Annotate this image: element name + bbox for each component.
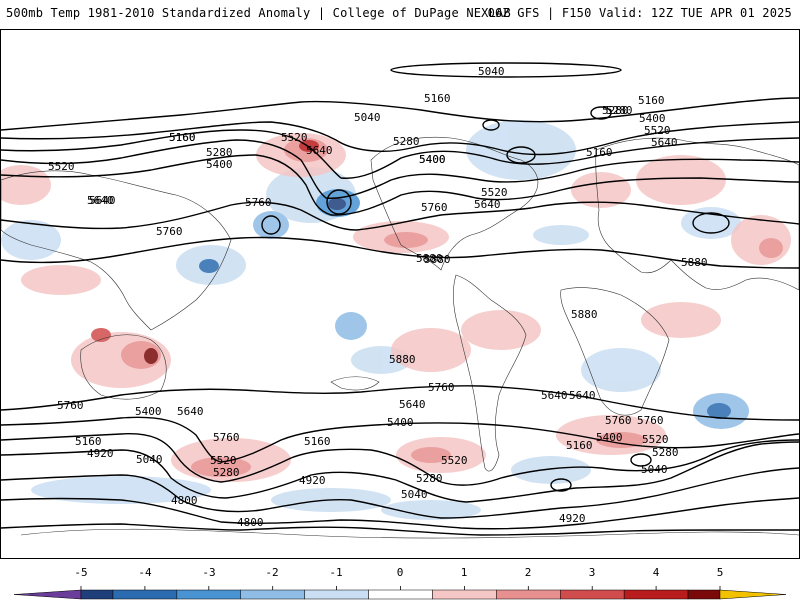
contour-label: 5040 <box>136 453 163 466</box>
contour-label: 4800 <box>237 516 264 529</box>
contour-label: 4920 <box>559 512 586 525</box>
colorbar-tick: -1 <box>329 566 343 579</box>
contour-label: 4800 <box>171 494 198 507</box>
contour-label: 5400 <box>419 153 446 166</box>
colorbar-tick: 3 <box>588 566 596 579</box>
contour-label: 4920 <box>299 474 326 487</box>
map-title: 500mb Temp 1981-2010 Standardized Anomal… <box>6 6 511 20</box>
contour-label: 5280 <box>602 104 629 117</box>
colorbar-tick: -3 <box>202 566 216 579</box>
contour-label: 5280 <box>606 104 633 117</box>
colorbar-swatch <box>80 589 114 600</box>
contour-label: 5280 <box>213 466 240 479</box>
colorbar-swatch <box>560 589 625 600</box>
contour-label: 5280 <box>652 446 679 459</box>
colorbar-swatch <box>368 589 433 600</box>
contour-label: 5400 <box>596 431 623 444</box>
contour-label: 5880 <box>681 256 708 269</box>
contour-label: 5160 <box>566 439 593 452</box>
contour-label: 5880 <box>571 308 598 321</box>
contour-label: 5040 <box>478 65 505 78</box>
contour-label: 5760 <box>57 399 84 412</box>
contour-label: 5640 <box>87 194 114 207</box>
contour-label: 5520 <box>210 454 237 467</box>
colorbar-tick: -4 <box>138 566 152 579</box>
contour-label: 5880 <box>424 253 451 266</box>
colorbar-swatch <box>304 589 369 600</box>
anomaly-colorbar: -5 -4 -3 -2 -1 0 1 2 3 4 5 <box>0 566 800 600</box>
colorbar-swatch <box>432 589 497 600</box>
contour-label: 5400 <box>639 112 666 125</box>
contour-label: 5640 <box>541 389 568 402</box>
contour-label: 5760 <box>156 225 183 238</box>
contour-label: 5160 <box>304 435 331 448</box>
contour-label: 5520 <box>281 131 308 144</box>
contour-label: 5040 <box>401 488 428 501</box>
contour-label: 5400 <box>419 153 446 166</box>
colorbar-swatches <box>13 586 787 600</box>
contour-label: 5160 <box>638 94 665 107</box>
contour-label: 5640 <box>89 194 116 207</box>
contour-label: 4920 <box>87 447 114 460</box>
contour-label: 5760 <box>245 196 272 209</box>
contour-label: 5520 <box>644 124 671 137</box>
contour-label: 5880 <box>389 353 416 366</box>
colorbar-swatch <box>687 589 721 600</box>
warm-anomaly-shading <box>1 133 791 482</box>
colorbar-max-extend <box>719 589 787 600</box>
header: 500mb Temp 1981-2010 Standardized Anomal… <box>0 0 800 28</box>
contour-label: 5760 <box>421 201 448 214</box>
colorbar-tick: -5 <box>74 566 88 579</box>
map-svg: 5040 5160 5040 5160 5280 5400 5520 5640 … <box>1 62 799 539</box>
cold-anomaly-shading <box>1 120 749 520</box>
contour-label: 5400 <box>135 405 162 418</box>
contour-label: 5640 <box>306 144 333 157</box>
colorbar-tick: 5 <box>716 566 724 579</box>
colorbar-tick: 1 <box>460 566 468 579</box>
colorbar-tick: 4 <box>652 566 660 579</box>
contour-label: 5520 <box>441 454 468 467</box>
contour-label: 5160 <box>169 131 196 144</box>
colorbar-swatch <box>240 589 305 600</box>
contour-label: 5640 <box>651 136 678 149</box>
contour-label: 5880 <box>416 252 443 265</box>
contour-label: 5640 <box>474 198 501 211</box>
contour-label: 5760 <box>213 431 240 444</box>
contour-label: 5760 <box>637 414 664 427</box>
contour-label: 5160 <box>424 92 451 105</box>
contour-label: 5520 <box>48 160 75 173</box>
contour-label: 5280 <box>416 472 443 485</box>
contour-label: 5640 <box>177 405 204 418</box>
contour-label: 5040 <box>354 111 381 124</box>
contour-label: 5640 <box>569 389 596 402</box>
colorbar-tick: -2 <box>265 566 279 579</box>
colorbar-swatch <box>623 589 689 600</box>
contour-label: 5400 <box>387 416 414 429</box>
colorbar-tick: 0 <box>396 566 404 579</box>
colorbar-swatch <box>112 589 178 600</box>
height-contours <box>1 62 799 536</box>
colorbar-tick: 2 <box>524 566 532 579</box>
contour-label: 5160 <box>586 146 613 159</box>
contour-label: 5160 <box>75 435 102 448</box>
contour-label: 5760 <box>605 414 632 427</box>
colorbar-min-extend <box>13 589 82 600</box>
contour-label: 5400 <box>206 158 233 171</box>
colorbar-swatch <box>176 589 242 600</box>
contour-label: 5040 <box>641 463 668 476</box>
contour-labels: 5040 5160 5040 5160 5280 5400 5520 5640 … <box>48 65 708 529</box>
contour-label: 5280 <box>393 135 420 148</box>
contour-label: 5160 <box>169 131 196 144</box>
weather-map[interactable]: 5040 5160 5040 5160 5280 5400 5520 5640 … <box>0 29 800 559</box>
contour-label: 5640 <box>399 398 426 411</box>
contour-label: 5280 <box>206 146 233 159</box>
coastlines <box>1 136 799 539</box>
contour-label: 5520 <box>481 186 508 199</box>
contour-label: 5520 <box>642 433 669 446</box>
colorbar-swatch <box>496 589 561 600</box>
contour-label: 5760 <box>428 381 455 394</box>
model-run-info: 06Z GFS | F150 Valid: 12Z TUE APR 01 202… <box>487 6 792 20</box>
